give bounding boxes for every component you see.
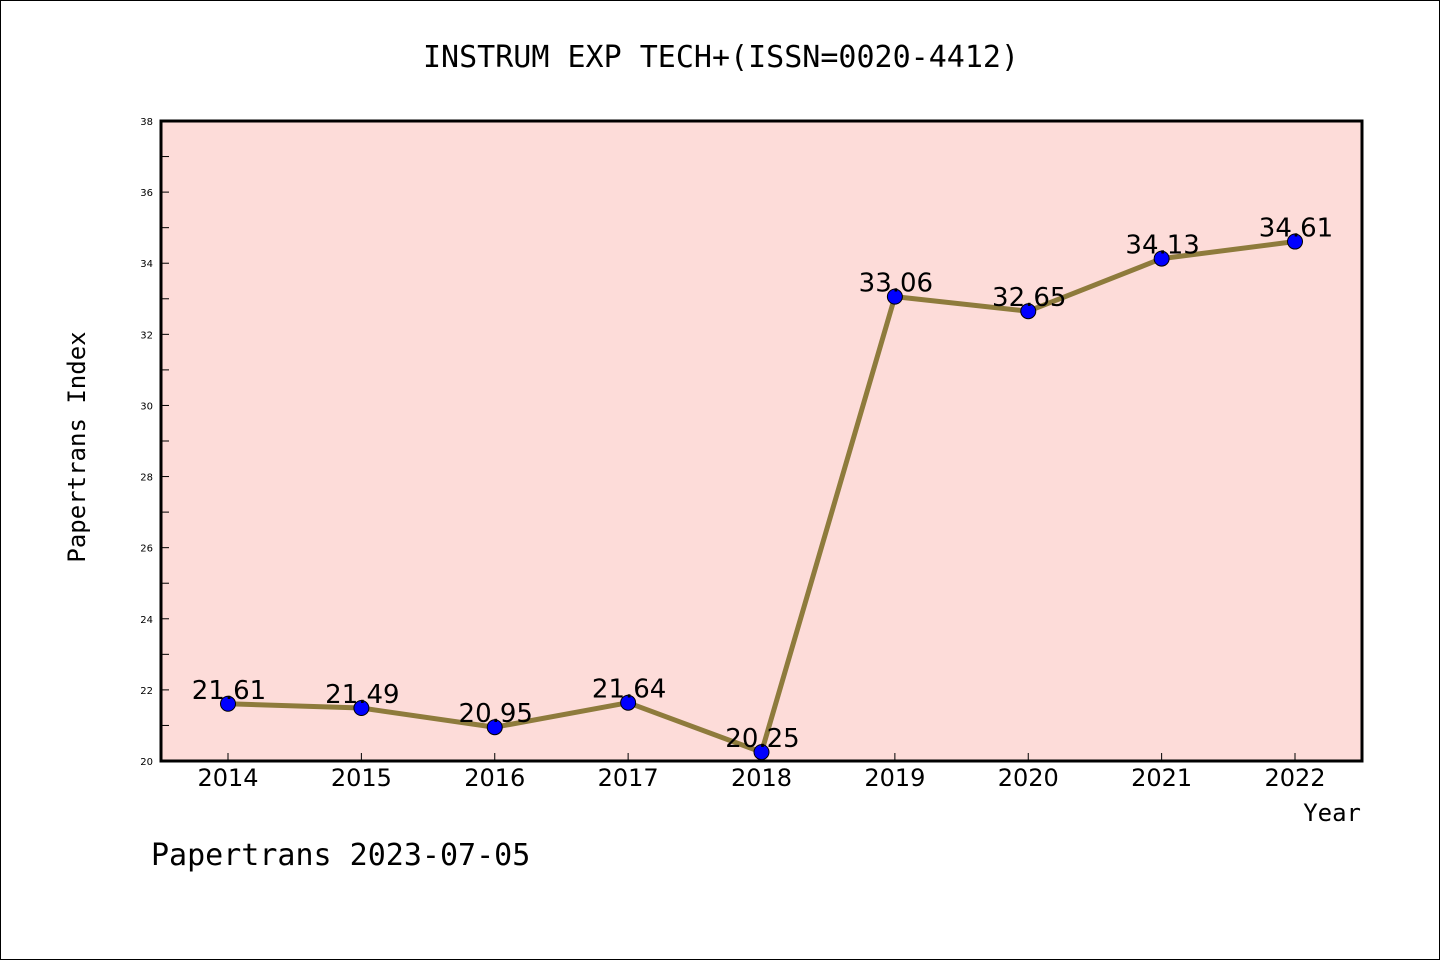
y-tick-label: 26 — [140, 544, 153, 555]
data-label: 21.61 — [192, 676, 266, 706]
x-axis: 2014 2015 2016 2017 2018 2019 2020 2021 2022 — [197, 753, 1326, 792]
data-point — [486, 719, 503, 736]
y-tick-label: 24 — [140, 615, 153, 626]
data-point — [620, 694, 637, 711]
data-labels: 21.61 21.49 20.95 21.64 20.25 33.06 32.65 34.13… — [192, 214, 1333, 755]
data-label: 33.06 — [859, 269, 933, 299]
footer-date-stamp: Papertrans 2023-07-05 — [151, 838, 530, 873]
data-point — [1020, 303, 1037, 320]
y-axis: 20 22 24 26 28 30 32 34 36 38 — [140, 117, 169, 768]
y-tick-label: 20 — [140, 757, 153, 768]
data-point — [220, 695, 236, 712]
y-tick-label: 38 — [140, 117, 153, 128]
data-point — [1153, 250, 1170, 267]
plot-border — [159, 119, 1364, 763]
y-tick-label: 28 — [140, 473, 153, 484]
x-tick-label: 2016 — [464, 764, 525, 792]
y-tick-label: 30 — [140, 401, 153, 412]
x-tick-label: 2014 — [197, 764, 258, 792]
y-axis-label: Papertrans Index — [63, 331, 91, 562]
y-tick-label: 36 — [140, 188, 153, 199]
y-tick-label: 22 — [140, 686, 153, 697]
data-label: 21.64 — [592, 675, 666, 705]
data-label: 21.49 — [325, 680, 399, 710]
data-point — [353, 700, 370, 717]
data-point — [886, 288, 903, 305]
x-tick-label: 2017 — [598, 764, 659, 792]
y-tick-label: 34 — [140, 259, 153, 270]
x-axis-label: Year — [1303, 799, 1361, 827]
series-papertrans-index — [220, 233, 1303, 761]
x-tick-label: 2019 — [864, 764, 925, 792]
data-label: 20.95 — [459, 699, 533, 729]
x-tick-label: 2018 — [731, 764, 792, 792]
x-tick-label: 2015 — [331, 764, 392, 792]
x-tick-label: 2022 — [1264, 764, 1325, 792]
data-point — [1287, 233, 1303, 250]
x-tick-label: 2021 — [1131, 764, 1192, 792]
data-label: 34.61 — [1259, 214, 1333, 244]
plot-area — [161, 121, 1362, 761]
x-tick-label: 2020 — [998, 764, 1059, 792]
data-label: 34.13 — [1125, 231, 1199, 261]
data-label: 32.65 — [992, 283, 1066, 313]
chart-title: INSTRUM EXP TECH+(ISSN=0020-4412) — [423, 40, 1019, 75]
data-label: 20.25 — [725, 724, 799, 754]
y-tick-label: 32 — [140, 330, 153, 341]
